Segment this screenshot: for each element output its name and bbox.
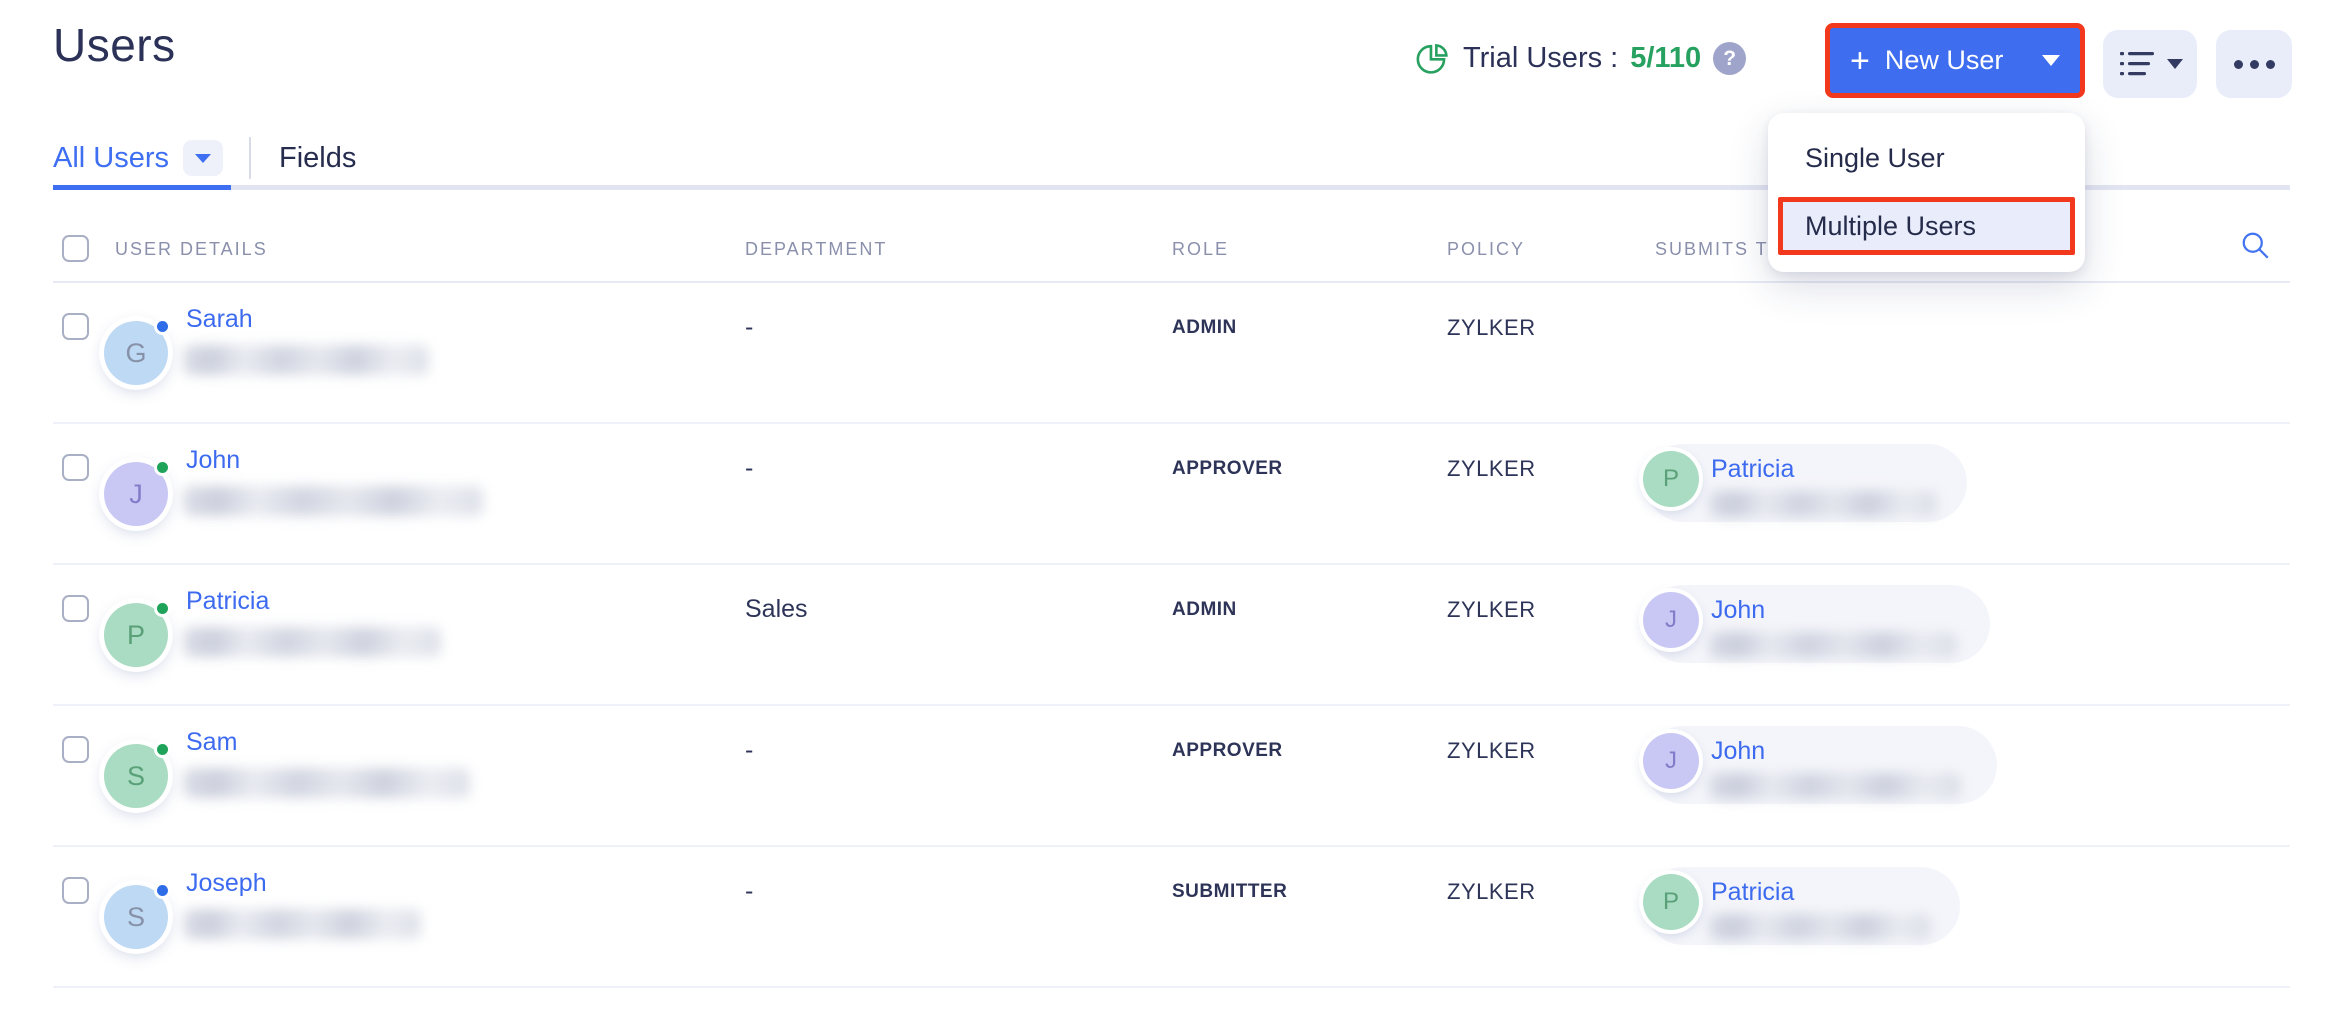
column-role: ROLE bbox=[1172, 239, 1230, 259]
row-checkbox[interactable] bbox=[62, 736, 89, 763]
table-header: USER DETAILS DEPARTMENT ROLE POLICY SUBM… bbox=[53, 213, 2290, 283]
row-checkbox[interactable] bbox=[62, 877, 89, 904]
column-department: DEPARTMENT bbox=[745, 239, 888, 259]
divider bbox=[249, 137, 252, 179]
submits-to-name-link[interactable]: Patricia bbox=[1711, 455, 1795, 483]
new-user-button-label: New User bbox=[1884, 45, 2004, 75]
status-dot bbox=[154, 600, 171, 617]
trial-users-label: Trial Users : bbox=[1463, 42, 1619, 74]
blurred-email bbox=[1709, 491, 1937, 517]
user-name-link[interactable]: Joseph bbox=[186, 869, 267, 897]
blurred-email bbox=[183, 486, 483, 516]
avatar: G bbox=[104, 318, 171, 385]
policy-cell: ZYLKER bbox=[1447, 879, 1536, 904]
role-cell: APPROVER bbox=[1172, 458, 1283, 479]
submits-to-cell: P Patricia bbox=[1643, 444, 1967, 522]
plus-icon: + bbox=[1850, 41, 1870, 80]
blurred-email bbox=[1709, 632, 1957, 658]
tab-fields[interactable]: Fields bbox=[279, 141, 357, 174]
blurred-email bbox=[183, 345, 429, 375]
department-cell: - bbox=[745, 313, 754, 341]
user-name-link[interactable]: Patricia bbox=[186, 587, 270, 615]
chevron-down-icon bbox=[195, 153, 212, 163]
users-table: G Sarah - ADMIN ZYLKER J John - APPROVER… bbox=[53, 283, 2290, 988]
table-row: S Sam - APPROVER ZYLKER J John bbox=[53, 706, 2290, 847]
tab-bar: All Users Fields bbox=[53, 131, 2290, 190]
active-tab-underline bbox=[53, 185, 231, 190]
page-title: Users bbox=[53, 19, 176, 71]
avatar: P bbox=[1643, 451, 1699, 507]
avatar: S bbox=[104, 741, 171, 808]
policy-cell: ZYLKER bbox=[1447, 738, 1536, 763]
new-user-dropdown-menu: Single User Multiple Users bbox=[1768, 113, 2085, 272]
user-name-link[interactable]: John bbox=[186, 446, 241, 474]
avatar: J bbox=[1643, 592, 1699, 648]
submits-to-cell: J John bbox=[1643, 726, 1997, 804]
user-name-link[interactable]: Sarah bbox=[186, 305, 253, 333]
avatar: P bbox=[104, 600, 171, 667]
filter-dropdown-button[interactable] bbox=[183, 140, 224, 176]
department-cell: - bbox=[745, 877, 754, 905]
department-cell: - bbox=[745, 454, 754, 482]
column-user-details: USER DETAILS bbox=[115, 239, 268, 259]
submits-to-name-link[interactable]: John bbox=[1711, 596, 1766, 624]
tab-all-users[interactable]: All Users bbox=[53, 140, 224, 176]
chevron-down-icon bbox=[2042, 55, 2060, 66]
user-name-link[interactable]: Sam bbox=[186, 728, 238, 756]
menu-item-single-user[interactable]: Single User bbox=[1805, 143, 1945, 173]
trial-users-indicator: Trial Users : 5/110 ? bbox=[1414, 40, 1747, 77]
row-checkbox[interactable] bbox=[62, 313, 89, 340]
role-cell: ADMIN bbox=[1172, 317, 1237, 338]
table-row: S Joseph - SUBMITTER ZYLKER P Patricia bbox=[53, 847, 2290, 988]
policy-cell: ZYLKER bbox=[1447, 597, 1536, 622]
blurred-email bbox=[183, 768, 470, 798]
search-button[interactable] bbox=[2237, 227, 2273, 268]
status-dot bbox=[154, 741, 171, 758]
role-cell: ADMIN bbox=[1172, 599, 1237, 620]
list-view-icon bbox=[2119, 52, 2154, 76]
row-checkbox[interactable] bbox=[62, 595, 89, 622]
menu-item-multiple-users[interactable]: Multiple Users bbox=[1778, 197, 2075, 255]
trial-users-count: 5/110 bbox=[1630, 42, 1702, 74]
table-row: P Patricia Sales ADMIN ZYLKER J John bbox=[53, 565, 2290, 706]
search-icon bbox=[2242, 232, 2269, 259]
column-policy: POLICY bbox=[1447, 239, 1526, 259]
submits-to-name-link[interactable]: Patricia bbox=[1711, 878, 1795, 906]
tab-all-users-label: All Users bbox=[53, 141, 170, 174]
submits-to-cell: P Patricia bbox=[1643, 867, 1960, 945]
role-cell: SUBMITTER bbox=[1172, 881, 1288, 902]
policy-cell: ZYLKER bbox=[1447, 456, 1536, 481]
pie-chart-icon bbox=[1416, 43, 1448, 74]
row-checkbox[interactable] bbox=[62, 454, 89, 481]
more-actions-button[interactable] bbox=[2216, 30, 2292, 98]
blurred-email bbox=[183, 627, 441, 657]
avatar: P bbox=[1643, 874, 1699, 930]
policy-cell: ZYLKER bbox=[1447, 315, 1536, 340]
new-user-button[interactable]: + New User bbox=[1825, 23, 2085, 98]
status-dot bbox=[154, 459, 171, 476]
avatar: J bbox=[104, 459, 171, 526]
column-submits-to: SUBMITS TO bbox=[1655, 239, 1785, 259]
ellipsis-icon bbox=[2233, 59, 2243, 69]
blurred-email bbox=[1709, 773, 1961, 799]
blurred-email bbox=[1709, 914, 1931, 940]
view-options-button[interactable] bbox=[2103, 30, 2197, 98]
status-dot bbox=[154, 882, 171, 899]
help-icon[interactable]: ? bbox=[1713, 42, 1747, 75]
select-all-checkbox[interactable] bbox=[62, 235, 89, 262]
department-cell: - bbox=[745, 736, 754, 764]
avatar: S bbox=[104, 882, 171, 949]
chevron-down-icon bbox=[2166, 59, 2183, 69]
role-cell: APPROVER bbox=[1172, 740, 1283, 761]
blurred-email bbox=[183, 909, 421, 939]
department-cell: Sales bbox=[745, 595, 808, 623]
table-row: J John - APPROVER ZYLKER P Patricia bbox=[53, 424, 2290, 565]
submits-to-name-link[interactable]: John bbox=[1711, 737, 1766, 765]
status-dot bbox=[154, 318, 171, 335]
submits-to-cell: J John bbox=[1643, 585, 1990, 663]
avatar: J bbox=[1643, 733, 1699, 789]
table-row: G Sarah - ADMIN ZYLKER bbox=[53, 283, 2290, 424]
